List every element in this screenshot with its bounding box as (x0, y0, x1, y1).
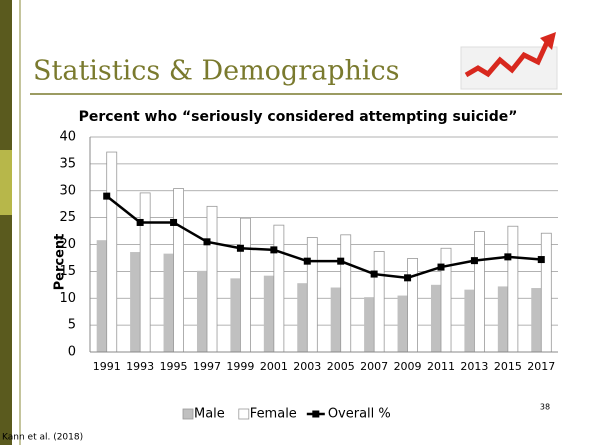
bar (397, 295, 408, 352)
bar (240, 217, 251, 353)
marker (504, 253, 512, 261)
trend-icon (460, 32, 558, 90)
marker (270, 246, 278, 254)
marker (103, 192, 111, 200)
marker (437, 263, 445, 271)
marker (337, 257, 345, 265)
bar (497, 286, 508, 352)
marker (537, 256, 545, 264)
x-tick-label: 2001 (260, 360, 288, 373)
marker (370, 270, 378, 278)
bar (531, 288, 542, 352)
x-tick-label: 1999 (226, 360, 254, 373)
marker (170, 218, 178, 226)
x-tick-label: 2009 (394, 360, 422, 373)
marker (136, 218, 144, 226)
y-tick-label: 15 (59, 264, 76, 279)
bar (139, 192, 151, 353)
bar (430, 284, 441, 352)
bar (173, 188, 184, 353)
y-tick-label: 0 (68, 345, 76, 360)
bar (474, 231, 485, 353)
marker (470, 257, 478, 265)
bar (330, 287, 341, 352)
y-tick-label: 20 (59, 237, 76, 252)
marker (236, 244, 244, 252)
legend-label: Overall % (328, 407, 391, 422)
y-axis-label: Percent (53, 234, 68, 291)
bar (163, 253, 174, 352)
slide-title: Statistics & Demographics (33, 56, 400, 87)
side-bar (0, 0, 12, 445)
y-tick-label: 10 (59, 291, 76, 306)
x-tick-label: 2017 (527, 360, 555, 373)
bar (373, 251, 385, 353)
y-tick-label: 35 (59, 156, 76, 171)
side-bar-accent (0, 150, 12, 215)
x-tick-label: 2003 (293, 360, 321, 373)
bar (230, 278, 241, 352)
x-tick-label: 2007 (360, 360, 388, 373)
slide-number: 38 (540, 403, 550, 412)
bar (407, 258, 419, 353)
bar (464, 289, 475, 352)
x-tick-label: 2005 (327, 360, 355, 373)
citation: Kann et al. (2018) (2, 433, 83, 443)
x-tick-label: 1991 (93, 360, 121, 373)
bar (364, 297, 375, 352)
x-tick-label: 1997 (193, 360, 221, 373)
bar (540, 232, 552, 353)
bar (96, 240, 107, 352)
bar (273, 224, 285, 353)
legend-swatch (182, 408, 194, 420)
y-tick-label: 5 (68, 318, 76, 333)
y-tick-label: 25 (59, 210, 76, 225)
chart-title: Percent who “seriously considered attemp… (79, 109, 518, 125)
line (105, 195, 542, 280)
bar (196, 270, 207, 352)
marker (203, 238, 211, 246)
legend-label: Female (250, 407, 297, 422)
y-tick-label: 40 (59, 130, 76, 145)
bar (507, 225, 519, 353)
bar (106, 151, 118, 353)
marker (404, 274, 412, 282)
legend-swatch (312, 410, 320, 418)
legend-label: Male (194, 407, 225, 422)
x-tick-label: 2013 (460, 360, 488, 373)
y-tick-label: 30 (59, 183, 76, 198)
bar (206, 205, 218, 353)
bar (263, 275, 274, 352)
legend-swatch (238, 408, 250, 420)
bar (297, 283, 308, 352)
x-tick-label: 2015 (494, 360, 522, 373)
x-tick-label: 1993 (126, 360, 154, 373)
bar (306, 237, 318, 353)
marker (303, 257, 311, 265)
bar (130, 252, 141, 352)
x-tick-label: 2011 (427, 360, 455, 373)
bar (340, 234, 352, 353)
x-tick-label: 1995 (160, 360, 188, 373)
